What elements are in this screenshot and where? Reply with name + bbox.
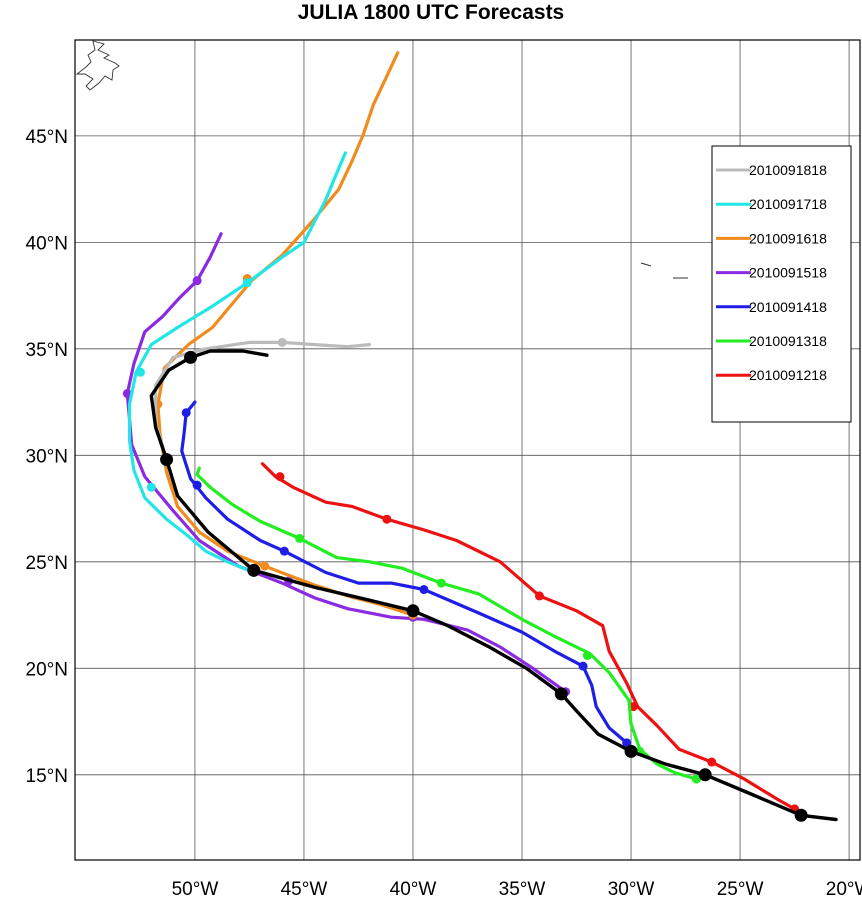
forecast-track-2010091718-marker — [146, 482, 156, 492]
legend-label: 2010091318 — [749, 333, 827, 349]
y-tick-label: 20°N — [26, 659, 68, 680]
x-tick-label: 30°W — [608, 879, 655, 900]
x-tick-label: 40°W — [390, 879, 437, 900]
forecast-track-2010091218-marker — [534, 591, 544, 601]
axis-tick-labels: 50°W 45°W 40°W 35°W 30°W 25°W 20°W 15°N 20°N 25°N… — [26, 127, 862, 900]
x-tick-label: 50°W — [172, 879, 219, 900]
forecast-track-2010091418-marker — [622, 738, 632, 748]
best-track-marker — [160, 453, 174, 467]
coastline-newfoundland — [75, 40, 120, 91]
forecast-track-2010091618-marker — [260, 561, 270, 571]
y-tick-label: 15°N — [26, 766, 68, 787]
forecast-track-2010091318-marker — [295, 533, 305, 543]
chart-title: JULIA 1800 UTC Forecasts — [297, 1, 565, 24]
x-tick-label: 20°W — [826, 879, 862, 900]
y-tick-label: 35°N — [26, 340, 68, 361]
x-tick-label: 45°W — [281, 879, 328, 900]
forecast-track-2010091318-marker — [582, 651, 592, 661]
forecast-track-2010091218-line — [260, 462, 797, 811]
best-track-marker — [184, 350, 198, 364]
plot-border — [74, 39, 861, 861]
plot-frame — [74, 39, 861, 861]
forecast-track-2010091518-marker — [122, 389, 132, 399]
forecast-track-2010091418-line — [180, 400, 629, 745]
forecast-track-2010091218-marker — [382, 514, 392, 524]
forecast-track-2010091518-marker — [192, 276, 202, 286]
forecast-track-2010091718-marker — [135, 367, 145, 377]
forecast-track-2010091818-marker — [277, 337, 287, 347]
best-track-marker — [406, 604, 420, 618]
land-outlines — [75, 40, 688, 279]
best-track-marker — [554, 687, 568, 701]
forecast-track-2010091218-marker — [707, 757, 717, 767]
best-track-marker — [698, 768, 712, 782]
forecast-tracks — [122, 51, 838, 822]
legend-label: 2010091218 — [749, 367, 827, 383]
forecast-track-2010091418-marker — [419, 585, 429, 595]
forecast-track-2010091418-marker — [181, 408, 191, 418]
legend-label: 2010091418 — [749, 299, 827, 315]
best-track-marker — [794, 808, 808, 822]
y-tick-label: 25°N — [26, 553, 68, 574]
forecast-track-2010091818-line — [154, 340, 371, 462]
best-track-marker — [624, 744, 638, 758]
x-tick-label: 35°W — [499, 879, 546, 900]
legend: 2010091818 2010091718 2010091618 2010091518… — [711, 145, 852, 423]
coastline-azores-1 — [640, 262, 652, 267]
forecast-track-2010091318-marker — [691, 774, 701, 784]
forecast-track-2010091418-marker — [578, 661, 588, 671]
best-track-line — [149, 349, 838, 822]
legend-label: 2010091718 — [749, 196, 827, 212]
x-tick-label: 25°W — [717, 879, 764, 900]
y-tick-label: 45°N — [26, 127, 68, 148]
forecast-track-2010091718-marker — [242, 278, 252, 288]
y-tick-label: 30°N — [26, 446, 68, 467]
forecast-track-2010091218-marker — [275, 472, 285, 482]
forecast-track-2010091718-line — [127, 151, 347, 575]
forecast-track-2010091418-marker — [279, 546, 289, 556]
forecast-track-2010091318-marker — [436, 578, 446, 588]
y-tick-label: 40°N — [26, 233, 68, 254]
legend-label: 2010091618 — [749, 230, 827, 246]
legend-label: 2010091518 — [749, 265, 827, 281]
forecast-track-2010091318-line — [195, 466, 699, 781]
best-track-marker — [247, 563, 261, 577]
forecast-track-2010091418-marker — [192, 480, 202, 490]
legend-label: 2010091818 — [749, 162, 827, 178]
